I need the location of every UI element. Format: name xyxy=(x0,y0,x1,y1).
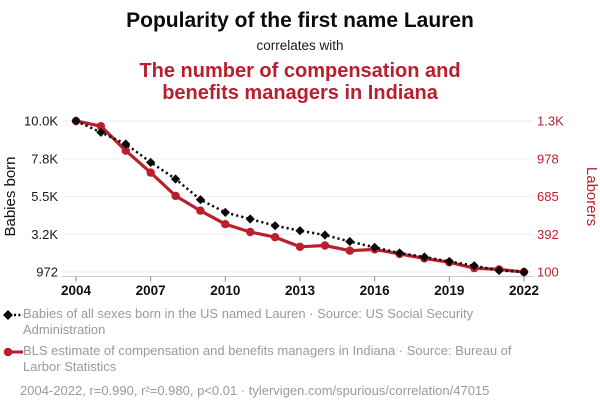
left-axis-tick-label: 972 xyxy=(36,265,58,280)
data-point-circle-laborers xyxy=(171,191,180,201)
data-point-circle-laborers xyxy=(96,122,106,131)
data-point-diamond-babies xyxy=(96,127,106,137)
x-axis-tick-label: 2022 xyxy=(509,283,539,298)
right-axis-tick-label: 392 xyxy=(537,227,559,242)
red-circle-solid-icon xyxy=(3,345,23,361)
secondary-title-line2: benefits managers in Indiana xyxy=(162,82,438,104)
data-point-circle-laborers xyxy=(270,233,280,242)
x-axis-tick-label: 2007 xyxy=(136,283,166,298)
right-axis-tick-label: 978 xyxy=(537,151,559,166)
data-point-diamond-babies xyxy=(394,248,405,258)
data-point-diamond-babies xyxy=(121,139,131,149)
data-point-circle-laborers xyxy=(121,146,130,155)
left-axis-tick-label: 5.5K xyxy=(31,189,58,204)
data-point-diamond-babies xyxy=(345,236,355,247)
data-point-diamond-babies xyxy=(419,252,430,262)
data-point-diamond-babies xyxy=(71,116,81,126)
data-point-circle-laborers xyxy=(146,168,155,177)
page-title: Popularity of the first name Lauren xyxy=(126,9,474,32)
stats-footer: 2004-2022, r=0.990, r²=0.980, p<0.01 · t… xyxy=(20,383,490,398)
data-point-diamond-babies xyxy=(519,267,529,277)
left-axis-tick-label: 10.0K xyxy=(24,114,58,129)
legend-label-laborers: BLS estimate of compensation and benefit… xyxy=(23,343,512,374)
right-axis-tick-label: 685 xyxy=(537,189,559,204)
data-point-diamond-babies xyxy=(469,261,479,271)
data-point-diamond-babies xyxy=(146,157,156,167)
data-point-circle-laborers xyxy=(320,241,330,250)
black-diamond-dotted-icon xyxy=(3,308,23,324)
chart-header: Popularity of the first name Lauren corr… xyxy=(0,7,600,104)
data-point-diamond-babies xyxy=(270,221,280,231)
secondary-title: The number of compensation and benefits … xyxy=(0,60,600,104)
left-axis-title: Babies born xyxy=(2,156,19,236)
x-axis-tick-label: 2016 xyxy=(360,283,391,298)
data-point-diamond-babies xyxy=(370,242,380,252)
left-axis-tick-label: 3.2K xyxy=(31,227,58,242)
data-point-circle-laborers xyxy=(196,206,205,215)
right-axis-tick-label: 1.3K xyxy=(537,114,564,129)
x-axis-tick-label: 2013 xyxy=(285,283,316,298)
data-point-circle-laborers xyxy=(246,227,255,237)
data-point-diamond-babies xyxy=(320,230,330,240)
x-axis-tick-label: 2004 xyxy=(61,283,92,298)
right-axis-title: Laborers xyxy=(583,167,600,226)
data-point-circle-laborers xyxy=(345,246,354,255)
legend-label-babies: Babies of all sexes born in the US named… xyxy=(23,306,474,337)
data-point-diamond-babies xyxy=(245,214,255,224)
right-axis-tick-label: 100 xyxy=(537,265,559,280)
legend-item-babies: Babies of all sexes born in the US named… xyxy=(3,306,600,337)
data-point-circle-laborers xyxy=(295,242,305,251)
data-point-diamond-babies xyxy=(170,174,181,184)
secondary-title-line1: The number of compensation and xyxy=(139,60,461,82)
data-point-diamond-babies xyxy=(295,226,305,236)
x-axis-tick-label: 2010 xyxy=(210,283,240,298)
x-axis-tick-label: 2019 xyxy=(434,283,464,298)
correlates-with-label: correlates with xyxy=(256,38,344,53)
data-point-diamond-babies xyxy=(494,265,504,276)
data-point-diamond-babies xyxy=(220,207,230,217)
legend-item-laborers: BLS estimate of compensation and benefit… xyxy=(3,343,600,374)
left-axis-tick-label: 7.8K xyxy=(31,151,58,166)
correlation-line-chart: 10.0K 1.3K 7.8K 978 5.5K 685 3.2K 392 972 100 2004… xyxy=(2,114,600,299)
chart-legend: Babies of all sexes born in the US named… xyxy=(3,306,600,374)
data-point-circle-laborers xyxy=(221,220,230,229)
